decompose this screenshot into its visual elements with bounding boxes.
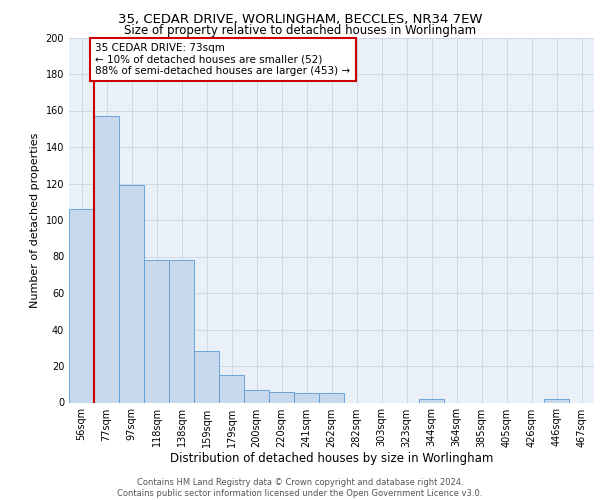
Text: 35, CEDAR DRIVE, WORLINGHAM, BECCLES, NR34 7EW: 35, CEDAR DRIVE, WORLINGHAM, BECCLES, NR…	[118, 12, 482, 26]
Bar	[269, 392, 294, 402]
Bar	[194, 352, 219, 403]
Bar	[69, 209, 94, 402]
Bar	[319, 394, 344, 402]
Bar	[169, 260, 194, 402]
Bar	[219, 375, 244, 402]
Bar	[94, 116, 119, 403]
Bar	[294, 394, 319, 402]
X-axis label: Distribution of detached houses by size in Worlingham: Distribution of detached houses by size …	[170, 452, 493, 466]
Text: Size of property relative to detached houses in Worlingham: Size of property relative to detached ho…	[124, 24, 476, 37]
Bar	[119, 186, 144, 402]
Bar	[144, 260, 169, 402]
Bar	[419, 399, 444, 402]
Bar	[544, 399, 569, 402]
Text: 35 CEDAR DRIVE: 73sqm
← 10% of detached houses are smaller (52)
88% of semi-deta: 35 CEDAR DRIVE: 73sqm ← 10% of detached …	[95, 43, 350, 76]
Text: Contains HM Land Registry data © Crown copyright and database right 2024.
Contai: Contains HM Land Registry data © Crown c…	[118, 478, 482, 498]
Bar	[244, 390, 269, 402]
Y-axis label: Number of detached properties: Number of detached properties	[30, 132, 40, 308]
